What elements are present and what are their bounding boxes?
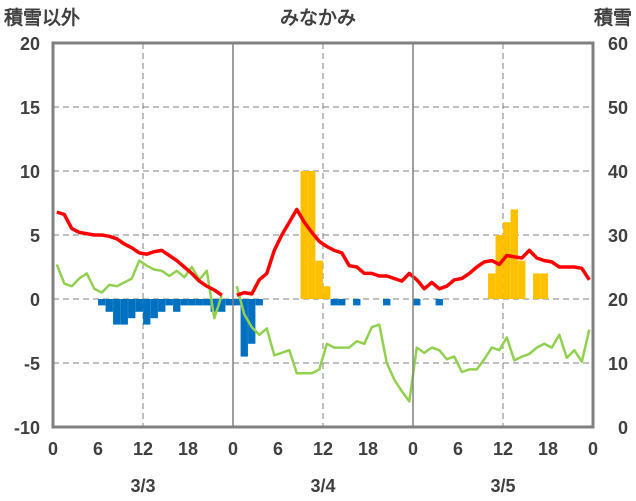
right-axis-title: 積雪 [594,6,632,29]
bar [113,299,121,325]
right-tick-label: 30 [608,226,628,246]
x-tick-label: 6 [273,439,283,459]
right-tick-label: 60 [608,34,628,54]
bar [383,299,391,306]
plot-frame [51,41,595,429]
bar [510,209,518,299]
left-tick-label: 20 [20,34,40,54]
x-tick-label: 0 [588,439,598,459]
x-tick-label: 0 [228,439,238,459]
bar [248,299,256,344]
bar [540,273,548,299]
x-tick-label: 0 [408,439,418,459]
bar [195,299,203,306]
bar [180,299,188,306]
bar [173,299,181,312]
bar [143,299,151,325]
bar [330,299,338,306]
date-label: 3/3 [130,476,155,496]
bar [188,299,196,306]
right-y-ticks: 0 10 20 30 40 50 60 [608,34,628,438]
x-hour-ticks: 0 6 12 18 0 6 12 18 0 6 12 18 0 [48,439,598,459]
bar [210,299,218,312]
bar [495,235,503,299]
date-label: 3/5 [490,476,515,496]
x-tick-label: 12 [493,439,513,459]
left-axis-title: 積雪以外 [4,6,80,29]
red-line [56,210,223,297]
bar [158,299,166,312]
bar [413,299,421,306]
bar [533,273,541,299]
left-tick-label: 15 [20,98,40,118]
bar [233,299,241,306]
right-tick-label: 50 [608,98,628,118]
left-tick-label: 5 [30,226,40,246]
right-tick-label: 40 [608,162,628,182]
bar [150,299,158,319]
bar [323,286,331,299]
bar [105,299,113,312]
bar [518,260,526,299]
gridlines [53,43,593,427]
bar [225,299,233,306]
x-tick-label: 18 [538,439,558,459]
x-tick-label: 18 [358,439,378,459]
bar [218,299,226,312]
right-tick-label: 20 [608,290,628,310]
chart-title: みなかみ [280,7,356,29]
bar [255,299,263,306]
green-line [55,259,223,320]
bar [338,299,346,306]
bar [203,299,211,306]
x-tick-label: 6 [93,439,103,459]
day-boundaries [232,43,414,427]
bar [300,171,308,299]
bar [240,299,248,357]
bar [435,299,443,306]
date-label: 3/4 [310,476,335,496]
bar [488,273,496,299]
left-tick-label: -10 [14,418,40,438]
date-labels: 3/3 3/4 3/5 [130,476,515,496]
left-tick-label: 10 [20,162,40,182]
x-tick-label: 6 [453,439,463,459]
right-tick-label: 0 [618,418,628,438]
x-tick-label: 12 [133,439,153,459]
x-tick-label: 18 [178,439,198,459]
bar [353,299,361,306]
x-tick-label: 12 [313,439,333,459]
left-tick-label: -5 [24,354,40,374]
left-y-ticks: -10 -5 0 5 10 15 20 [14,34,40,438]
bar [120,299,128,325]
left-tick-label: 0 [30,290,40,310]
bar [165,299,173,306]
bar [135,299,143,312]
bar [315,260,323,299]
bar [98,299,106,306]
bar [128,299,136,319]
bar [503,222,511,299]
x-tick-label: 0 [48,439,58,459]
right-tick-label: 10 [608,354,628,374]
